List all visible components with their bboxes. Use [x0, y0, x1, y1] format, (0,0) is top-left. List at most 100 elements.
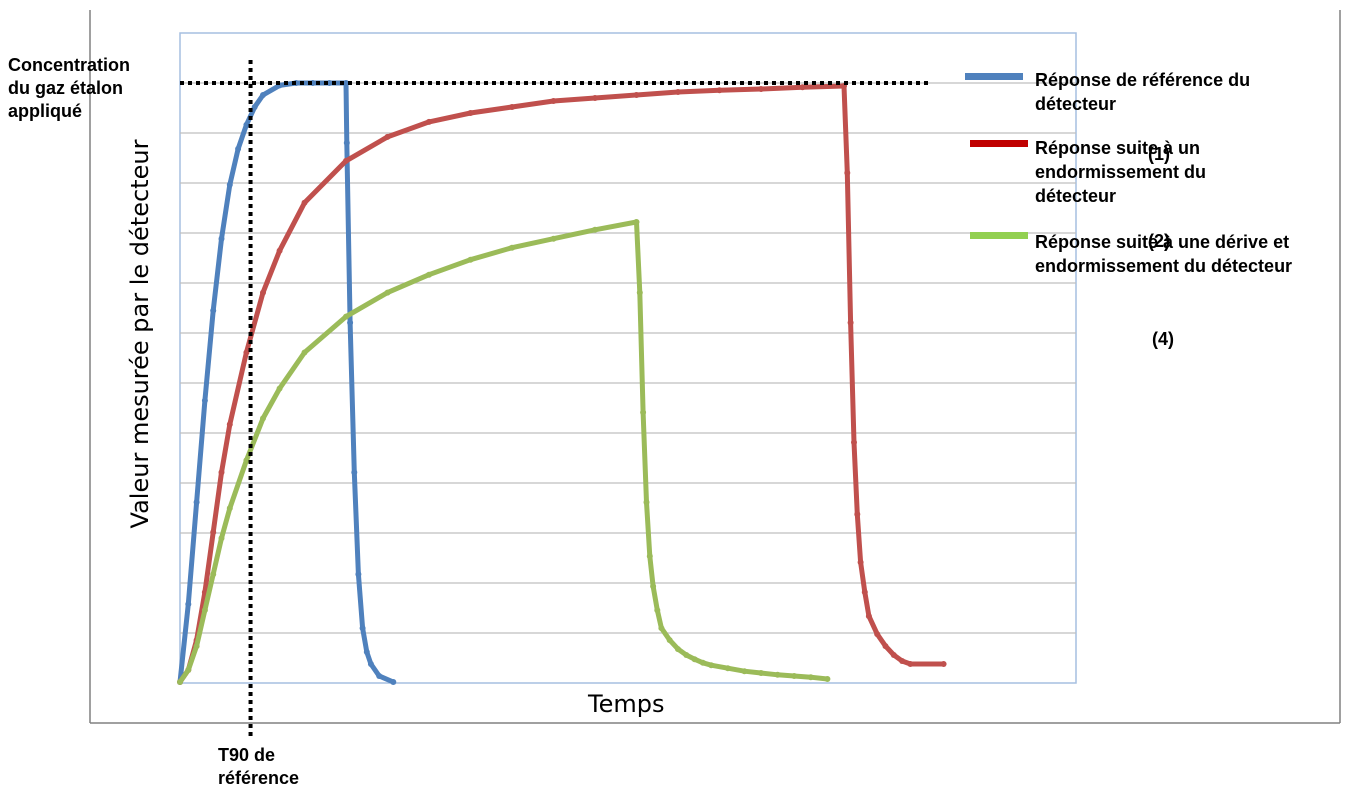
data-point — [758, 86, 764, 92]
data-point — [210, 571, 217, 578]
data-point — [376, 673, 383, 679]
chart-frame — [89, 10, 1341, 724]
x-axis-label: Temps — [588, 690, 665, 718]
data-point — [226, 421, 233, 428]
annotation-4: (4) — [1152, 329, 1174, 349]
annotation-1: (1) — [1148, 144, 1170, 164]
data-point — [384, 133, 391, 140]
data-point — [791, 673, 798, 679]
legend-swatch-endormissement — [970, 140, 1028, 147]
data-point — [359, 625, 366, 632]
data-point — [243, 349, 250, 356]
data-point — [865, 613, 872, 620]
data-point — [799, 84, 806, 91]
legend-label-endormissement: Réponse suite à un endormissement du dét… — [1035, 138, 1207, 206]
data-point — [807, 674, 814, 681]
data-point — [426, 118, 432, 125]
data-point — [592, 95, 598, 101]
data-point — [201, 397, 208, 404]
data-point — [185, 667, 192, 673]
grid-lines — [180, 82, 1076, 634]
data-point — [899, 658, 906, 664]
data-point — [185, 601, 192, 608]
data-point — [226, 181, 233, 188]
data-point — [426, 271, 432, 278]
data-point — [861, 589, 868, 596]
data-point — [351, 469, 358, 476]
data-point — [636, 289, 643, 296]
data-point — [824, 676, 831, 682]
data-point — [276, 385, 283, 392]
data-point — [650, 583, 657, 590]
plot-area-border — [179, 32, 1077, 684]
data-point — [658, 625, 665, 632]
data-point — [301, 349, 308, 356]
data-point — [193, 499, 200, 506]
data-point — [509, 104, 515, 110]
data-point — [251, 104, 258, 110]
data-point — [654, 607, 661, 614]
guide-lines — [180, 60, 930, 738]
data-point — [276, 247, 283, 254]
data-point — [550, 98, 557, 104]
annotation-2: (2) — [1148, 231, 1170, 251]
legend-swatch-derive — [970, 232, 1028, 239]
data-point — [907, 661, 914, 667]
data-point — [390, 679, 397, 685]
legend-swatch-reference — [965, 73, 1023, 80]
data-point — [343, 139, 350, 146]
series-line-2 — [177, 83, 947, 685]
data-point — [384, 289, 391, 296]
data-point — [193, 643, 200, 650]
data-point — [857, 559, 864, 566]
data-point — [882, 643, 889, 650]
data-point — [940, 661, 947, 667]
data-point — [874, 631, 881, 638]
data-point — [243, 457, 250, 464]
data-point — [218, 469, 225, 476]
data-point — [226, 505, 233, 512]
data-point — [643, 499, 650, 506]
data-point — [260, 92, 266, 98]
data-point — [210, 307, 217, 314]
t90-reference-label: T90 de référence — [218, 745, 300, 788]
data-point — [666, 637, 673, 644]
data-point — [851, 439, 857, 446]
data-point — [550, 235, 557, 242]
data-point — [741, 668, 748, 675]
data-point — [724, 665, 731, 672]
data-point — [177, 679, 183, 685]
data-point — [363, 649, 370, 655]
series-lines — [177, 80, 947, 685]
data-point — [675, 646, 681, 653]
data-point — [675, 89, 681, 95]
data-point — [509, 244, 515, 251]
data-point — [210, 529, 217, 536]
data-point — [343, 313, 349, 320]
data-point — [260, 289, 266, 296]
data-point — [640, 409, 647, 416]
data-point — [235, 145, 242, 152]
data-point — [716, 87, 723, 94]
series-line-3 — [177, 219, 830, 685]
data-point — [467, 110, 474, 116]
data-point — [633, 219, 640, 225]
data-point — [708, 662, 715, 669]
y-axis-label: Valeur mesurée par le détecteur — [126, 139, 154, 529]
data-point — [201, 607, 208, 614]
legend-label-derive: Réponse suite à une dérive et endormisse… — [1035, 232, 1293, 276]
data-point — [691, 656, 698, 663]
data-point — [343, 157, 349, 164]
data-point — [260, 415, 266, 422]
data-point — [699, 659, 706, 666]
data-point — [646, 553, 653, 560]
data-point — [847, 319, 854, 326]
reference-concentration-label: Concentration du gaz étalon appliqué — [8, 55, 131, 121]
data-point — [854, 511, 861, 518]
data-point — [218, 235, 225, 242]
data-point — [347, 319, 354, 326]
data-point — [243, 121, 250, 128]
data-point — [467, 256, 474, 263]
data-point — [218, 535, 225, 542]
